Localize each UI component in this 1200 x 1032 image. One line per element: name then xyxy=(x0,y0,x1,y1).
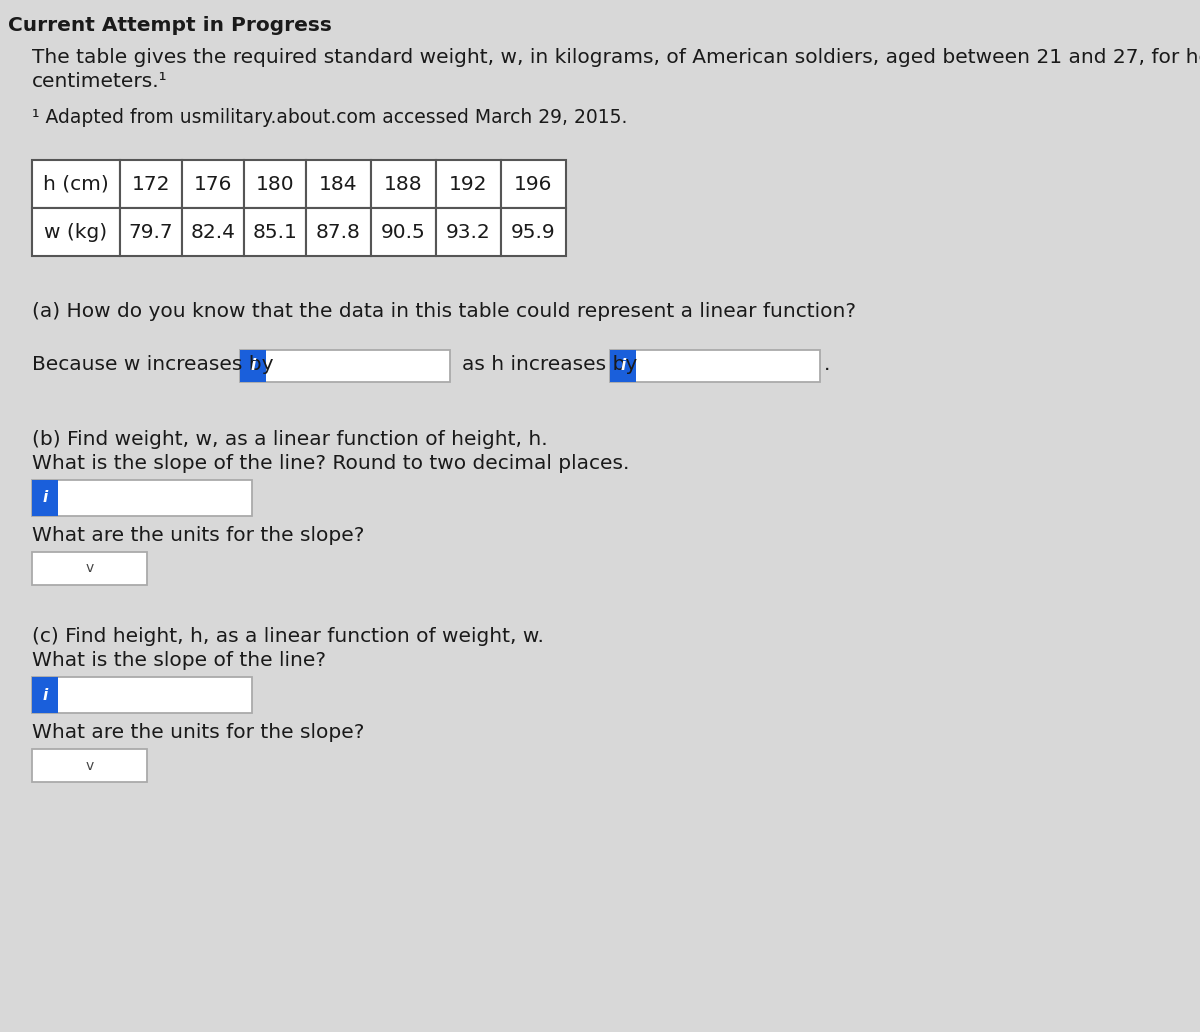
Text: Because w increases by: Because w increases by xyxy=(32,355,274,374)
Text: 87.8: 87.8 xyxy=(316,223,361,241)
Text: The table gives the required standard weight, w, in kilograms, of American soldi: The table gives the required standard we… xyxy=(32,49,1200,67)
Text: What is the slope of the line?: What is the slope of the line? xyxy=(32,651,326,670)
Text: ¹ Adapted from usmilitary.about.com accessed March 29, 2015.: ¹ Adapted from usmilitary.about.com acce… xyxy=(32,108,628,127)
FancyBboxPatch shape xyxy=(306,160,371,208)
FancyBboxPatch shape xyxy=(32,749,148,782)
Text: i: i xyxy=(620,358,625,374)
FancyBboxPatch shape xyxy=(244,208,306,256)
Text: as h increases by: as h increases by xyxy=(462,355,637,374)
Text: 90.5: 90.5 xyxy=(382,223,426,241)
Text: (b) Find weight, w, as a linear function of height, h.: (b) Find weight, w, as a linear function… xyxy=(32,430,547,449)
Text: 192: 192 xyxy=(449,174,487,194)
Text: v: v xyxy=(85,759,94,773)
Text: 93.2: 93.2 xyxy=(446,223,491,241)
Text: 180: 180 xyxy=(256,174,294,194)
Text: centimeters.¹: centimeters.¹ xyxy=(32,72,168,91)
FancyBboxPatch shape xyxy=(32,480,252,516)
Text: 176: 176 xyxy=(194,174,232,194)
FancyBboxPatch shape xyxy=(306,208,371,256)
FancyBboxPatch shape xyxy=(182,208,244,256)
FancyBboxPatch shape xyxy=(32,677,58,713)
Text: h (cm): h (cm) xyxy=(43,174,109,194)
FancyBboxPatch shape xyxy=(371,208,436,256)
FancyBboxPatch shape xyxy=(32,552,148,585)
Text: 196: 196 xyxy=(515,174,553,194)
FancyBboxPatch shape xyxy=(32,677,252,713)
Text: What are the units for the slope?: What are the units for the slope? xyxy=(32,723,365,742)
Text: Current Attempt in Progress: Current Attempt in Progress xyxy=(8,17,332,35)
FancyBboxPatch shape xyxy=(32,480,58,516)
Text: What are the units for the slope?: What are the units for the slope? xyxy=(32,526,365,545)
Text: v: v xyxy=(85,561,94,576)
Text: (c) Find height, h, as a linear function of weight, w.: (c) Find height, h, as a linear function… xyxy=(32,627,544,646)
FancyBboxPatch shape xyxy=(371,160,436,208)
FancyBboxPatch shape xyxy=(120,160,182,208)
Text: 184: 184 xyxy=(319,174,358,194)
Text: i: i xyxy=(251,358,256,374)
FancyBboxPatch shape xyxy=(32,208,120,256)
FancyBboxPatch shape xyxy=(610,350,636,382)
FancyBboxPatch shape xyxy=(436,160,502,208)
FancyBboxPatch shape xyxy=(502,160,566,208)
Text: 95.9: 95.9 xyxy=(511,223,556,241)
FancyBboxPatch shape xyxy=(240,350,450,382)
Text: (a) How do you know that the data in this table could represent a linear functio: (a) How do you know that the data in thi… xyxy=(32,302,856,321)
Text: What is the slope of the line? Round to two decimal places.: What is the slope of the line? Round to … xyxy=(32,454,629,473)
Text: 188: 188 xyxy=(384,174,422,194)
FancyBboxPatch shape xyxy=(182,160,244,208)
Text: 172: 172 xyxy=(132,174,170,194)
Text: i: i xyxy=(42,490,48,506)
FancyBboxPatch shape xyxy=(436,208,502,256)
FancyBboxPatch shape xyxy=(610,350,820,382)
Text: 82.4: 82.4 xyxy=(191,223,235,241)
Text: i: i xyxy=(42,687,48,703)
Text: w (kg): w (kg) xyxy=(44,223,108,241)
FancyBboxPatch shape xyxy=(32,160,120,208)
Text: 85.1: 85.1 xyxy=(252,223,298,241)
Text: 79.7: 79.7 xyxy=(128,223,173,241)
FancyBboxPatch shape xyxy=(120,208,182,256)
FancyBboxPatch shape xyxy=(240,350,266,382)
FancyBboxPatch shape xyxy=(244,160,306,208)
Text: .: . xyxy=(824,355,830,374)
FancyBboxPatch shape xyxy=(502,208,566,256)
